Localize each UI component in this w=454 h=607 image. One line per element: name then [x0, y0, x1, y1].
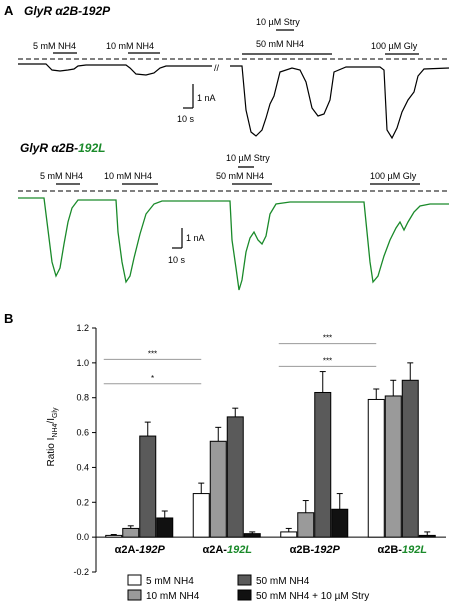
trace2-title: GlyR α2B-192L	[20, 141, 105, 155]
legend-swatch-50mM-stry	[237, 589, 252, 601]
bar-3-2	[331, 508, 349, 538]
trace1-scalebar-y-label: 1 nA	[197, 93, 216, 103]
trace1-scalebar-x-label: 10 s	[177, 114, 195, 124]
panel-a-label: A	[4, 3, 14, 18]
y-tick-label: 0.8	[76, 393, 89, 403]
bar-0-0	[105, 534, 123, 538]
bar-2-2	[314, 391, 332, 538]
y-tick-label: 1.0	[76, 358, 89, 368]
bar-0-1	[192, 493, 210, 538]
trace1-app-stry: 10 µM Stry	[256, 17, 300, 27]
bar-3-1	[243, 533, 261, 538]
y-tick-label: 0.2	[76, 497, 89, 507]
significance-label-0: *	[151, 374, 154, 383]
bar-1-1	[209, 440, 227, 538]
group-labels: α2A-192P α2A-192L α2B-192P α2B-192L	[115, 544, 428, 556]
group-label-1: α2A-192L	[202, 544, 252, 556]
legend-swatch-50mM	[237, 574, 252, 586]
bar-3-0	[156, 517, 174, 538]
bar-1-3	[384, 395, 402, 538]
trace1-app-5mM: 5 mM NH4	[33, 41, 76, 51]
trace1-current-right	[230, 65, 450, 140]
trace2-app-stry: 10 µM Stry	[226, 153, 270, 163]
group-label-0: α2A-192P	[115, 544, 166, 556]
significance-label-2: ***	[323, 356, 332, 365]
bar-0-2	[280, 531, 298, 538]
legend-label-10mM: 10 mM NH4	[146, 591, 200, 602]
trace2-app-10mM: 10 mM NH4	[104, 171, 152, 181]
y-tick-label: 1.2	[76, 323, 89, 333]
trace1-app-10mM: 10 mM NH4	[106, 41, 154, 51]
bar-2-1	[226, 416, 244, 538]
trace1-title: GlyR α2B-192P	[24, 4, 111, 18]
legend-label-5mM: 5 mM NH4	[146, 576, 194, 587]
legend-label-50mM: 50 mM NH4	[256, 576, 310, 587]
trace2-app-gly: 100 µM Gly	[370, 171, 417, 181]
legend: 5 mM NH4 10 mM NH4 50 mM NH4 50 mM NH4 +…	[127, 574, 369, 602]
significance-label-3: ***	[323, 334, 332, 343]
y-tick-label: 0.4	[76, 462, 89, 472]
y-tick-label: 0.6	[76, 428, 89, 438]
y-tick-label: 0.0	[76, 532, 89, 542]
y-tick-label: -0.2	[73, 567, 89, 577]
significance-annotations: **********	[103, 334, 377, 385]
group-label-3: α2B-192L	[377, 544, 427, 556]
legend-label-50mM-stry: 50 mM NH4 + 10 µM Stry	[256, 591, 369, 602]
legend-swatch-5mM	[127, 574, 142, 586]
trace2-app-50mM: 50 mM NH4	[216, 171, 264, 181]
bar-1-2	[297, 512, 315, 538]
bar-3-3	[418, 534, 436, 538]
trace2-scalebar-y-label: 1 nA	[186, 233, 205, 243]
bar-2-0	[139, 435, 157, 538]
panel-b-label: B	[4, 311, 13, 326]
bar-0-3	[367, 398, 385, 538]
bar-series	[105, 362, 436, 538]
trace2-current	[18, 197, 449, 291]
trace2-app-5mM: 5 mM NH4	[40, 171, 83, 181]
group-label-2: α2B-192P	[290, 544, 341, 556]
significance-label-1: ***	[148, 349, 157, 358]
trace1-app-50mM: 50 mM NH4	[256, 39, 304, 49]
trace1-current-left	[18, 63, 212, 76]
trace1-app-gly: 100 µM Gly	[371, 41, 418, 51]
bar-1-0	[122, 527, 140, 538]
trace2-scalebar-x-label: 10 s	[168, 255, 186, 265]
legend-swatch-10mM	[127, 589, 142, 601]
bar-2-3	[401, 379, 419, 538]
trace1-break-mark: //	[214, 63, 220, 73]
y-axis-label: Ratio INH4/IGly	[46, 407, 59, 466]
